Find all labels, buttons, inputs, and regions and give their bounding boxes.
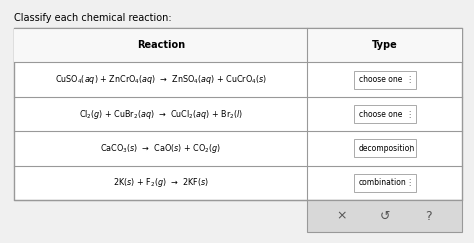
Text: Reaction: Reaction xyxy=(137,40,185,50)
Text: CaCO$_3$($s$)  →  CaO($s$) + CO$_2$($g$): CaCO$_3$($s$) → CaO($s$) + CO$_2$($g$) xyxy=(100,142,221,155)
Text: ⋮: ⋮ xyxy=(406,110,414,119)
Text: ⋮: ⋮ xyxy=(406,144,414,153)
Text: ↺: ↺ xyxy=(380,209,390,223)
Text: ⋮: ⋮ xyxy=(406,178,414,187)
Bar xyxy=(354,71,416,88)
Text: decomposition: decomposition xyxy=(359,144,415,153)
Text: Type: Type xyxy=(372,40,398,50)
Text: ×: × xyxy=(336,209,346,223)
Text: ?: ? xyxy=(425,209,431,223)
Bar xyxy=(354,139,416,157)
Text: Classify each chemical reaction:: Classify each chemical reaction: xyxy=(14,13,172,23)
Text: ⋮: ⋮ xyxy=(406,75,414,84)
Text: Cl$_2$($g$) + CuBr$_2$($aq$)  →  CuCl$_2$($aq$) + Br$_2$($l$): Cl$_2$($g$) + CuBr$_2$($aq$) → CuCl$_2$(… xyxy=(79,107,243,121)
Bar xyxy=(14,28,462,62)
Text: 2K($s$) + F$_2$($g$)  →  2KF($s$): 2K($s$) + F$_2$($g$) → 2KF($s$) xyxy=(113,176,209,189)
Text: CuSO$_4$($aq$) + ZnCrO$_4$($aq$)  →  ZnSO$_4$($aq$) + CuCrO$_4$($s$): CuSO$_4$($aq$) + ZnCrO$_4$($aq$) → ZnSO$… xyxy=(55,73,267,86)
Text: choose one: choose one xyxy=(359,110,402,119)
Bar xyxy=(308,200,462,232)
Bar xyxy=(354,174,416,192)
Text: choose one: choose one xyxy=(359,75,402,84)
Bar xyxy=(14,28,462,200)
Text: combination: combination xyxy=(359,178,407,187)
Bar xyxy=(354,105,416,123)
